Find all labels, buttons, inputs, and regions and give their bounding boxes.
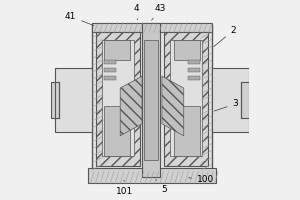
FancyBboxPatch shape	[212, 68, 249, 132]
Text: 5: 5	[156, 180, 167, 194]
FancyBboxPatch shape	[188, 76, 200, 80]
FancyBboxPatch shape	[51, 82, 58, 118]
Polygon shape	[120, 76, 142, 136]
Text: 2: 2	[214, 26, 236, 47]
FancyBboxPatch shape	[104, 40, 130, 60]
FancyBboxPatch shape	[104, 60, 116, 64]
FancyBboxPatch shape	[144, 40, 158, 160]
FancyBboxPatch shape	[104, 106, 130, 156]
FancyBboxPatch shape	[174, 40, 200, 60]
Text: 4: 4	[133, 4, 139, 20]
FancyBboxPatch shape	[55, 68, 92, 132]
Text: 101: 101	[116, 180, 133, 196]
Polygon shape	[162, 76, 184, 136]
FancyBboxPatch shape	[170, 40, 202, 156]
FancyBboxPatch shape	[92, 25, 212, 171]
FancyBboxPatch shape	[104, 68, 116, 72]
Polygon shape	[164, 32, 208, 166]
FancyBboxPatch shape	[104, 76, 116, 80]
FancyBboxPatch shape	[92, 23, 212, 32]
FancyBboxPatch shape	[142, 23, 160, 177]
Text: 41: 41	[65, 12, 94, 26]
Text: 3: 3	[214, 99, 238, 111]
FancyBboxPatch shape	[174, 106, 200, 156]
Polygon shape	[96, 32, 140, 166]
FancyBboxPatch shape	[88, 168, 215, 183]
FancyBboxPatch shape	[102, 40, 134, 156]
FancyBboxPatch shape	[188, 68, 200, 72]
Text: 43: 43	[152, 4, 166, 20]
FancyBboxPatch shape	[242, 82, 249, 118]
Text: 100: 100	[188, 175, 214, 184]
FancyBboxPatch shape	[188, 60, 200, 64]
